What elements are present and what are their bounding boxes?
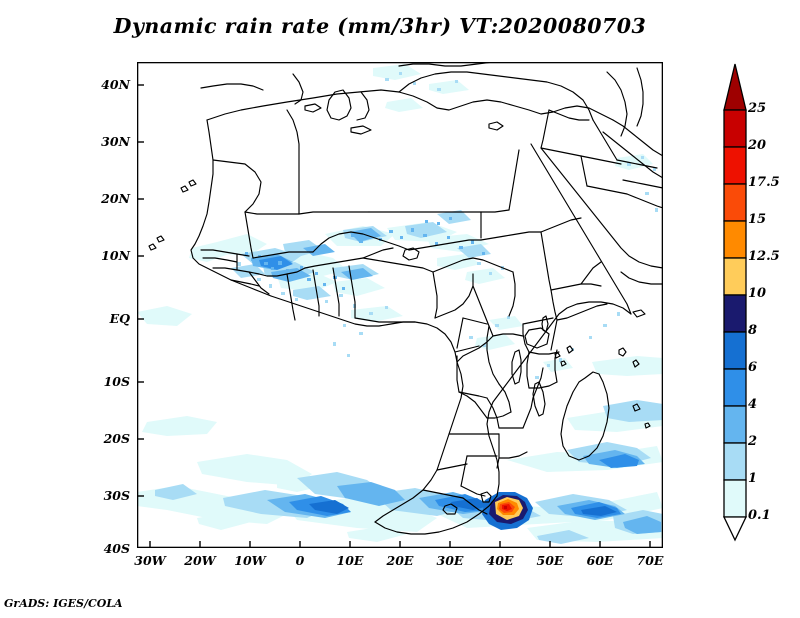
y-tick-label: EQ	[109, 311, 130, 326]
colorbar-band	[723, 257, 747, 296]
colorbar-tick-label: 0.1	[748, 508, 771, 523]
y-tick-label: 20S	[103, 431, 130, 446]
colorbar-cap-min	[722, 516, 748, 542]
colorbar-cap-max	[723, 63, 747, 111]
storm-cell-mozambique-channel	[482, 492, 533, 530]
colorbar-tick-label: 2	[748, 434, 758, 449]
x-axis-ticks	[149, 541, 651, 548]
colorbar-band	[723, 479, 747, 518]
x-tick-label: 30E	[436, 553, 464, 568]
colorbar-band	[723, 405, 747, 444]
y-tick-label: 30S	[103, 488, 130, 503]
colorbar-band	[723, 146, 747, 185]
y-tick-label: 10N	[101, 248, 130, 263]
y-tick-label: 40N	[101, 77, 130, 92]
colorbar-band	[723, 109, 747, 148]
colorbar-tick-label: 6	[748, 360, 758, 375]
colorbar-tick-label: 1	[748, 471, 758, 486]
colorbar-tick-label: 10	[748, 286, 767, 301]
colorbar-band	[723, 183, 747, 222]
colorbar-tick-label: 4	[748, 397, 758, 412]
colorbar-tick-label: 8	[748, 323, 758, 338]
x-tick-label: 30W	[134, 553, 166, 568]
map-panel	[137, 62, 663, 548]
y-tick-label: 30N	[101, 134, 130, 149]
rain-field	[137, 64, 663, 544]
colorbar-tick-label: 20	[748, 138, 767, 153]
colorbar-tick-label: 25	[748, 101, 767, 116]
colorbar-band	[723, 442, 747, 481]
x-tick-label: 70E	[636, 553, 664, 568]
colorbar-tick-label: 17.5	[748, 175, 780, 190]
x-tick-label: 20W	[184, 553, 216, 568]
x-tick-label: 10W	[234, 553, 266, 568]
y-tick-label: 20N	[101, 191, 130, 206]
y-tick-label: 40S	[103, 541, 130, 556]
x-tick-label: 10E	[336, 553, 364, 568]
x-tick-label: 40E	[486, 553, 514, 568]
x-tick-label: 50E	[536, 553, 564, 568]
y-tick-label: 10S	[103, 374, 130, 389]
colorbar-tick-label: 15	[748, 212, 767, 227]
colorbar-band	[723, 368, 747, 407]
colorbar-band	[723, 294, 747, 333]
x-tick-label: 60E	[586, 553, 614, 568]
page-title: Dynamic rain rate (mm/3hr) VT:2020080703	[113, 14, 647, 38]
grads-credit: GrADS: IGES/COLA	[4, 597, 123, 610]
x-tick-label: 0	[295, 553, 305, 568]
x-tick-label: 20E	[386, 553, 414, 568]
y-axis-ticks	[137, 84, 144, 548]
coastlines-and-borders	[148, 62, 663, 535]
colorbar	[722, 63, 748, 542]
colorbar-band	[723, 331, 747, 370]
colorbar-tick-label: 12.5	[748, 249, 780, 264]
colorbar-band	[723, 220, 747, 259]
